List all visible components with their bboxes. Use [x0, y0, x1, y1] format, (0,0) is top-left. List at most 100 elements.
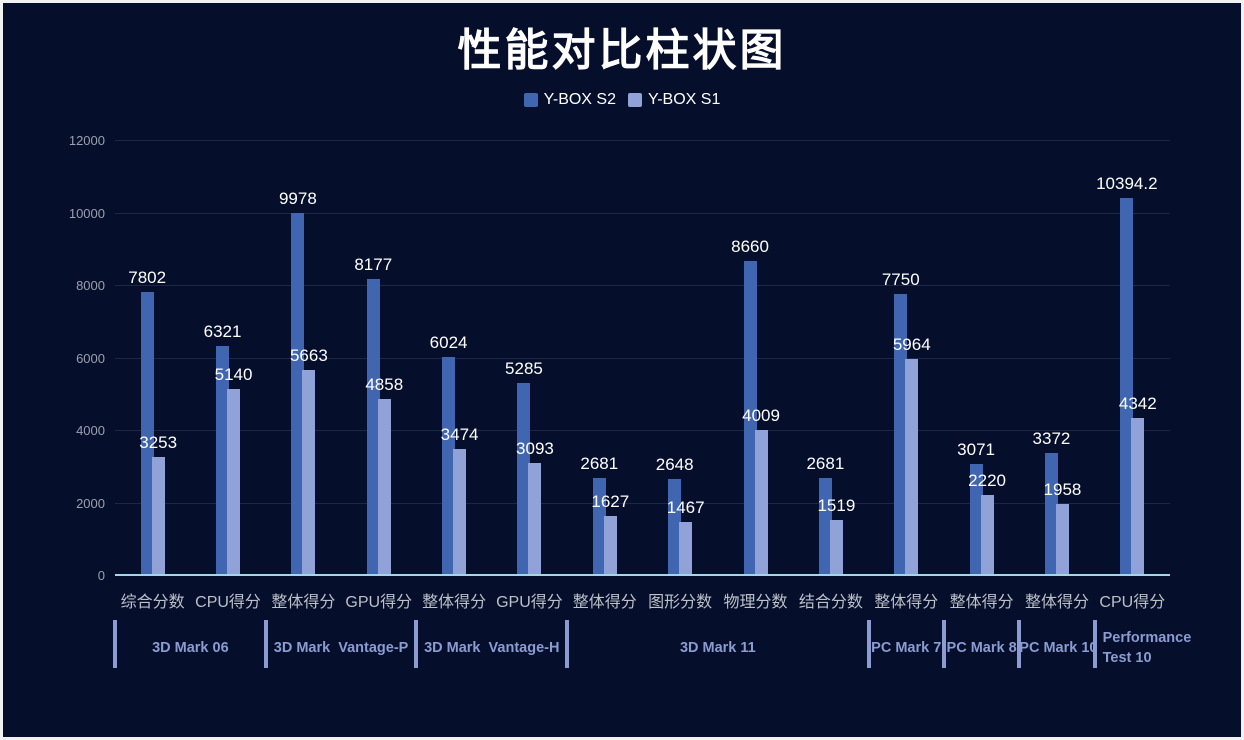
bar-y-box-s2[interactable] — [818, 477, 832, 575]
value-label: 4342 — [1118, 393, 1157, 413]
bar-y-box-s1[interactable] — [377, 398, 391, 575]
value-label: 2681 — [806, 453, 845, 473]
bar-y-box-s1[interactable] — [302, 369, 316, 575]
y-axis-tick-label: 6000 — [76, 350, 105, 366]
y-axis-tick-label: 12000 — [68, 133, 105, 148]
gridline — [115, 357, 1170, 359]
value-label: 10394.2 — [1096, 174, 1158, 194]
y-axis-tick-label: 10000 — [68, 205, 105, 221]
plot-area: 7802 3253 6321 5140 9978 5663 8177 4858 6024 3474… — [115, 140, 1170, 576]
value-label: 5285 — [505, 359, 543, 379]
bar-y-box-s1[interactable] — [528, 462, 542, 575]
category-label: 整体得分 — [1024, 594, 1089, 611]
bar-y-box-s2[interactable] — [366, 278, 380, 575]
gridline — [115, 502, 1170, 504]
value-label: 4009 — [742, 405, 780, 425]
value-label: 5663 — [289, 345, 328, 365]
value-label: 8660 — [731, 237, 769, 257]
group-label: PC Mark 8 — [946, 640, 1017, 656]
value-label: 6321 — [203, 321, 242, 341]
bar-y-box-s1[interactable] — [980, 494, 994, 575]
bar-y-box-s1[interactable] — [453, 449, 467, 575]
bar-y-box-s2[interactable] — [517, 383, 531, 575]
bar-y-box-s1[interactable] — [227, 388, 241, 575]
category-label: 结合分数 — [798, 594, 863, 611]
group-label: PC Mark 10 — [1019, 640, 1098, 656]
value-label: 3093 — [516, 438, 554, 458]
y-axis-tick-label: 2000 — [76, 495, 105, 511]
category-label: 整体得分 — [271, 594, 336, 611]
group-separator — [1017, 620, 1022, 668]
value-label: 1958 — [1043, 480, 1082, 500]
category-label: 整体得分 — [874, 594, 939, 611]
value-label: 1627 — [591, 492, 630, 512]
y-axis-tick-label: 8000 — [76, 278, 105, 293]
value-label: 2648 — [655, 455, 694, 474]
group-separator — [941, 620, 946, 668]
value-label: 7802 — [128, 268, 167, 288]
bar-y-box-s2[interactable] — [668, 479, 682, 575]
bar-y-box-s1[interactable] — [603, 516, 617, 575]
value-label: 5140 — [214, 364, 253, 384]
value-label: 7750 — [881, 270, 920, 290]
bar-y-box-s1[interactable] — [1055, 504, 1069, 575]
value-label: 8177 — [354, 254, 393, 274]
y-axis-tick-label: 4000 — [76, 423, 105, 438]
gridline — [115, 140, 1170, 141]
bar-y-box-s2[interactable] — [1120, 198, 1134, 575]
value-label: 3253 — [139, 433, 178, 453]
category-label: CPU得分 — [1099, 594, 1166, 611]
bar-y-box-s2[interactable] — [442, 356, 456, 575]
bar-y-box-s1[interactable] — [829, 519, 843, 575]
group-label: 3D Mark 06 — [152, 640, 229, 656]
value-label: 1519 — [817, 495, 856, 515]
legend-item-ybox-s1[interactable]: Y-BOX S1 — [628, 91, 720, 109]
bar-y-box-s2[interactable] — [592, 477, 606, 575]
bar-y-box-s1[interactable] — [151, 457, 165, 575]
category-label: 综合分数 — [120, 594, 185, 611]
bar-y-box-s2[interactable] — [140, 292, 154, 575]
bar-y-box-s2[interactable] — [291, 213, 305, 575]
value-label: 5964 — [892, 334, 931, 354]
group-separator — [565, 620, 570, 668]
category-label: GPU得分 — [345, 594, 413, 611]
bar-y-box-s1[interactable] — [679, 521, 693, 575]
legend-item-ybox-s2[interactable]: Y-BOX S2 — [523, 91, 616, 109]
category-label: 图形分数 — [648, 594, 713, 611]
legend-label: Y-BOX S1 — [648, 91, 721, 108]
category-label: 整体得分 — [422, 594, 487, 611]
gridline — [115, 212, 1170, 214]
y-axis-tick-label: 0 — [97, 568, 105, 583]
bar-y-box-s1[interactable] — [1131, 417, 1145, 575]
group-label: 3D Mark Vantage-P — [273, 640, 409, 656]
bar-y-box-s2[interactable] — [894, 294, 908, 575]
group-label: Performance Test 10 — [1102, 630, 1196, 667]
bar-y-box-s1[interactable] — [905, 358, 919, 575]
value-label: 1467 — [666, 497, 705, 517]
group-separator — [414, 620, 419, 668]
bar-y-box-s2[interactable] — [216, 345, 230, 575]
category-label: GPU得分 — [496, 594, 563, 611]
bar-y-box-s2[interactable] — [969, 463, 983, 575]
bar-y-box-s1[interactable] — [754, 429, 768, 575]
bar-y-box-s2[interactable] — [1044, 452, 1058, 575]
value-label: 6024 — [429, 332, 468, 352]
category-label: 整体得分 — [572, 594, 637, 611]
group-separator — [263, 620, 268, 668]
chart-title: 性能对比柱状图 — [457, 26, 787, 75]
group-label: 3D Mark 11 — [679, 640, 756, 656]
x-axis-line — [115, 574, 1170, 576]
legend-swatch-icon — [628, 93, 642, 107]
category-label: CPU得分 — [195, 594, 261, 611]
value-label: 3474 — [440, 425, 479, 445]
legend-label: Y-BOX S2 — [543, 91, 616, 108]
value-label: 4858 — [365, 374, 404, 394]
bar-y-box-s2[interactable] — [743, 261, 757, 575]
legend: Y-BOX S2 Y-BOX S1 — [0, 91, 1244, 109]
legend-swatch-icon — [523, 93, 538, 107]
category-label: 物理分数 — [723, 594, 788, 611]
group-separator — [866, 620, 871, 668]
gridline — [115, 285, 1170, 286]
value-label: 3372 — [1032, 428, 1071, 448]
group-separator — [1092, 620, 1097, 668]
